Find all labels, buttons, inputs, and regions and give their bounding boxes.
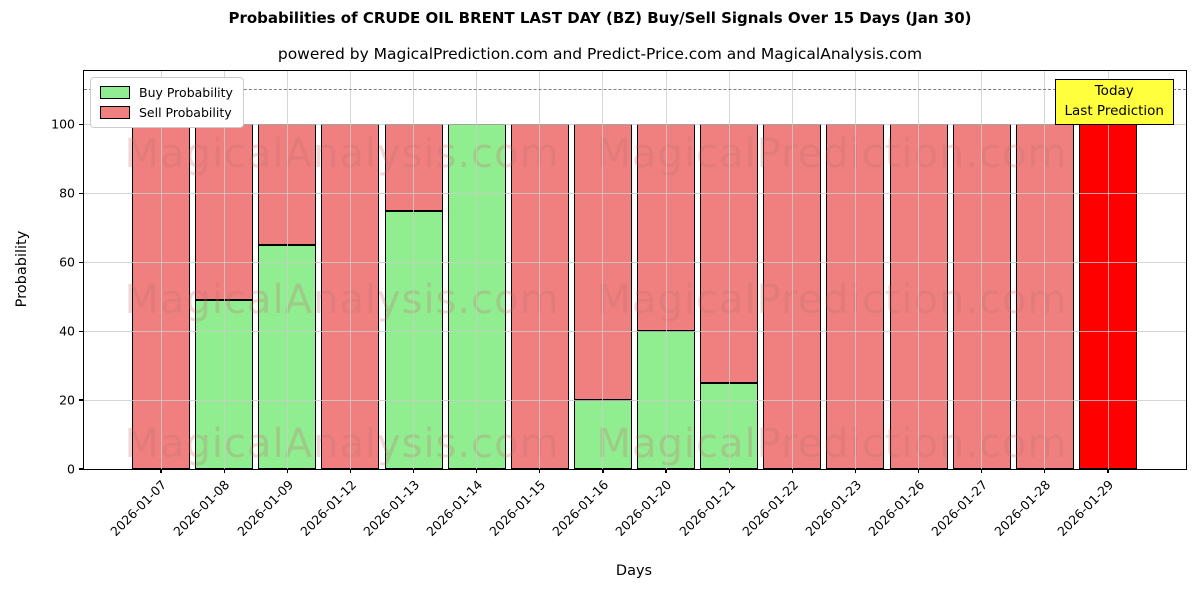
x-tick-14 [1044, 469, 1046, 473]
x-tick-15 [1107, 469, 1109, 473]
y-tick-label-0: 0 [67, 461, 75, 477]
h-gridline-20 [84, 399, 1186, 401]
v-gridline-0 [160, 71, 162, 469]
x-tick-4 [412, 469, 415, 473]
today-annotation-line2: Last Prediction [1064, 102, 1164, 119]
v-gridline-7 [602, 71, 604, 469]
v-gridline-9 [728, 71, 730, 469]
y-tick-label-80: 80 [59, 185, 75, 201]
x-tick-label-text: 2026-01-15 [486, 477, 549, 539]
buy-color-swatch [100, 86, 130, 99]
x-tick-9 [728, 469, 730, 473]
y-tick-0 [79, 468, 83, 470]
x-tick-label-text: 2026-01-07 [107, 477, 170, 539]
x-tick-7 [602, 469, 604, 473]
x-tick-label-text: 2026-01-27 [928, 477, 991, 539]
v-gridline-11 [854, 71, 856, 469]
watermark-analysis: MagicalAnalysis.com [124, 131, 560, 177]
y-tick-60 [79, 261, 83, 263]
v-gridline-10 [791, 71, 793, 469]
x-tick-label-text: 2026-01-21 [675, 477, 738, 539]
x-tick-12 [918, 469, 920, 473]
v-gridline-1 [223, 71, 225, 469]
v-gridline-3 [349, 71, 351, 469]
legend-item-sell: Sell Probability [100, 105, 233, 120]
x-tick-label-text: 2026-01-29 [1054, 477, 1117, 539]
h-gridline-40 [84, 330, 1186, 332]
v-gridline-15 [1107, 71, 1109, 469]
watermark-prediction: MagicalPrediction.com [596, 421, 1068, 467]
x-tick-label-text: 2026-01-16 [549, 477, 612, 539]
legend-buy-label: Buy Probability [139, 85, 233, 100]
x-tick-label-text: 2026-01-08 [170, 477, 233, 539]
watermark-analysis: MagicalAnalysis.com [124, 277, 560, 323]
y-axis-label: Probability [14, 230, 30, 308]
x-tick-2 [286, 469, 288, 473]
v-gridline-5 [476, 71, 478, 469]
legend-item-buy: Buy Probability [100, 85, 233, 100]
x-tick-8 [665, 469, 667, 473]
v-gridline-2 [286, 71, 288, 469]
x-tick-3 [349, 469, 351, 473]
y-tick-20 [79, 399, 83, 401]
x-tick-label-text: 2026-01-12 [297, 477, 359, 539]
v-gridline-13 [981, 71, 983, 469]
x-tick-5 [476, 469, 478, 473]
v-gridline-14 [1044, 71, 1046, 469]
x-axis-label: Days [615, 563, 653, 579]
x-tick-label-text: 2026-01-28 [991, 477, 1054, 539]
y-tick-label-40: 40 [59, 323, 75, 339]
x-tick-label-text: 2026-01-13 [360, 477, 423, 539]
today-annotation-box: Today Last Prediction [1054, 79, 1174, 126]
x-tick-0 [160, 469, 162, 473]
watermark-analysis: MagicalAnalysis.com [124, 421, 560, 467]
x-tick-11 [854, 469, 857, 473]
y-tick-80 [79, 192, 83, 194]
x-tick-label-text: 2026-01-26 [865, 477, 928, 539]
sell-color-swatch [100, 106, 130, 119]
x-tick-label-text: 2026-01-23 [802, 477, 865, 539]
v-gridline-6 [539, 71, 541, 469]
x-tick-label-text: 2026-01-20 [612, 477, 675, 539]
x-tick-label-text: 2026-01-09 [233, 477, 296, 539]
watermark-prediction: MagicalPrediction.com [596, 277, 1068, 323]
y-tick-100 [79, 123, 83, 125]
watermark-prediction: MagicalPrediction.com [596, 131, 1068, 177]
x-tick-1 [223, 469, 225, 473]
h-gridline-80 [84, 192, 1186, 194]
x-tick-13 [981, 469, 983, 473]
dashed-reference-line [84, 88, 1186, 90]
y-tick-label-20: 20 [59, 392, 75, 408]
x-tick-6 [539, 469, 541, 473]
h-gridline-60 [84, 261, 1186, 263]
y-tick-label-60: 60 [59, 254, 75, 270]
today-annotation-line1: Today [1094, 83, 1134, 99]
y-tick-40 [79, 330, 83, 332]
x-tick-10 [791, 469, 793, 473]
plot-area: MagicalAnalysis.com MagicalPrediction.com… [51, 70, 1187, 539]
v-gridline-12 [918, 71, 920, 469]
x-tick-label-text: 2026-01-22 [738, 477, 801, 539]
y-tick-label-100: 100 [51, 116, 75, 132]
chart-subtitle: powered by MagicalPrediction.com and Pre… [277, 45, 923, 63]
h-gridline-100 [84, 123, 1186, 125]
legend: Buy Probability Sell Probability [90, 77, 244, 128]
v-gridline-8 [665, 71, 667, 469]
legend-sell-label: Sell Probability [139, 105, 232, 120]
chart-title: Probabilities of CRUDE OIL BRENT LAST DA… [228, 9, 972, 27]
x-tick-label-text: 2026-01-14 [423, 477, 486, 539]
v-gridline-4 [413, 71, 415, 469]
